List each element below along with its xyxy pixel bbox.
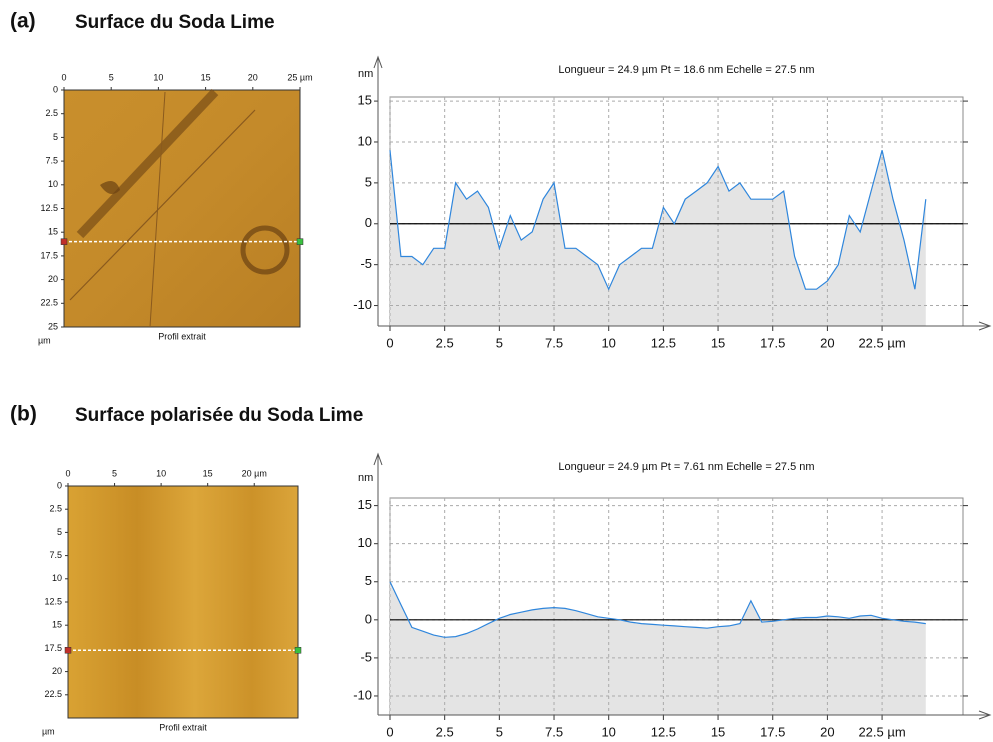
x-tick-label: 2.5 xyxy=(436,335,454,350)
x-tick-label: 17.5 xyxy=(760,335,785,350)
image-y-tick-label: 10 xyxy=(48,179,58,189)
image-y-tick-label: 7.5 xyxy=(45,155,58,165)
x-axis-arrow xyxy=(978,321,992,331)
y-tick-label: 0 xyxy=(365,611,372,626)
defect xyxy=(240,225,290,275)
image-y-tick-label: 5 xyxy=(57,527,62,537)
profile-area xyxy=(390,150,926,326)
image-x-tick-label: 15 xyxy=(201,72,211,82)
x-tick-label: 12.5 xyxy=(651,724,676,739)
x-tick-label: 5 xyxy=(496,335,503,350)
image-y-tick-label: 2.5 xyxy=(45,108,58,118)
image-y-tick-label: 10 xyxy=(52,573,62,583)
x-tick-label: 12.5 xyxy=(651,335,676,350)
image-unit: µm xyxy=(42,726,55,736)
image-y-tick-label: 20 xyxy=(52,666,62,676)
image-x-tick-label: 5 xyxy=(112,468,117,478)
y-tick-label: -5 xyxy=(360,649,372,664)
x-tick-label: 0 xyxy=(386,724,393,739)
image-x-tick-label: 20 xyxy=(248,72,258,82)
image-y-tick-label: 17.5 xyxy=(44,643,62,653)
x-tick-label: 5 xyxy=(496,724,503,739)
image-y-tick-label: 25 xyxy=(48,321,58,331)
image-y-tick-label: 0 xyxy=(57,480,62,490)
image-y-tick-label: 0 xyxy=(53,84,58,94)
image-unit: µm xyxy=(38,335,51,345)
image-x-tick-label: 15 xyxy=(203,468,213,478)
y-tick-label: 10 xyxy=(358,535,372,550)
profile-start xyxy=(60,238,68,245)
image-y-tick-label: 15 xyxy=(48,227,58,237)
image-y-tick-label: 7.5 xyxy=(49,550,62,560)
y-tick-label: -10 xyxy=(353,297,372,312)
panel-label: (b) xyxy=(10,403,37,426)
x-tick-label: 2.5 xyxy=(436,724,454,739)
image-x-tick-label: 25 µm xyxy=(287,72,312,82)
scratch xyxy=(69,109,256,301)
y-tick-label: -5 xyxy=(360,256,372,271)
y-tick-label: 15 xyxy=(358,497,372,512)
image-y-tick-label: 22.5 xyxy=(40,298,58,308)
x-tick-label: 20 xyxy=(820,335,834,350)
y-axis-label: nm xyxy=(358,68,373,80)
profile-end xyxy=(296,238,304,245)
profile-start xyxy=(64,647,72,654)
scratch xyxy=(76,88,219,239)
profile-end xyxy=(294,647,302,654)
y-axis-arrow xyxy=(373,55,383,69)
scratch xyxy=(149,91,166,328)
profile-line xyxy=(389,150,927,291)
chart-title: Longueur = 24.9 µm Pt = 7.61 nm Echelle … xyxy=(558,461,814,473)
chart-title: Longueur = 24.9 µm Pt = 18.6 nm Echelle … xyxy=(558,64,814,76)
image-y-tick-label: 15 xyxy=(52,620,62,630)
image-y-tick-label: 20 xyxy=(48,274,58,284)
x-tick-label: 7.5 xyxy=(545,724,563,739)
image-caption: Profil extrait xyxy=(159,722,207,732)
profile-line xyxy=(389,581,926,638)
x-axis-arrow xyxy=(978,710,992,720)
panel-label: (a) xyxy=(10,10,36,33)
image-x-tick-label: 5 xyxy=(109,72,114,82)
image-y-tick-label: 12.5 xyxy=(44,596,62,606)
image-y-tick-label: 12.5 xyxy=(40,203,58,213)
image-x-tick-label: 10 xyxy=(156,468,166,478)
image-x-tick-label: 10 xyxy=(153,72,163,82)
y-axis-label: nm xyxy=(358,472,373,484)
defect xyxy=(100,181,120,194)
y-tick-label: 0 xyxy=(365,215,372,230)
x-tick-label: 7.5 xyxy=(545,335,563,350)
x-tick-label: 17.5 xyxy=(760,724,785,739)
image-x-tick-label: 0 xyxy=(65,468,70,478)
y-tick-label: -10 xyxy=(353,687,372,702)
y-axis-arrow xyxy=(373,452,383,466)
y-tick-label: 15 xyxy=(358,93,372,108)
image-y-tick-label: 22.5 xyxy=(44,689,62,699)
x-tick-label: 22.5 µm xyxy=(858,724,905,739)
image-y-tick-label: 2.5 xyxy=(49,504,62,514)
image-x-tick-label: 20 µm xyxy=(242,468,267,478)
image-y-tick-label: 17.5 xyxy=(40,250,58,260)
x-tick-label: 10 xyxy=(601,335,615,350)
panel-heading: Surface polarisée du Soda Lime xyxy=(75,405,363,426)
image-y-tick-label: 5 xyxy=(53,132,58,142)
x-tick-label: 10 xyxy=(601,724,615,739)
x-tick-label: 15 xyxy=(711,335,725,350)
x-tick-label: 20 xyxy=(820,724,834,739)
y-tick-label: 10 xyxy=(358,133,372,148)
x-tick-label: 0 xyxy=(386,335,393,350)
x-tick-label: 15 xyxy=(711,724,725,739)
profile-area xyxy=(390,581,926,715)
x-tick-label: 22.5 µm xyxy=(858,335,905,350)
afm-image xyxy=(67,485,299,719)
y-tick-label: 5 xyxy=(365,573,372,588)
image-caption: Profil extrait xyxy=(158,331,206,341)
image-x-tick-label: 0 xyxy=(61,72,66,82)
y-tick-label: 5 xyxy=(365,174,372,189)
panel-heading: Surface du Soda Lime xyxy=(75,12,275,33)
